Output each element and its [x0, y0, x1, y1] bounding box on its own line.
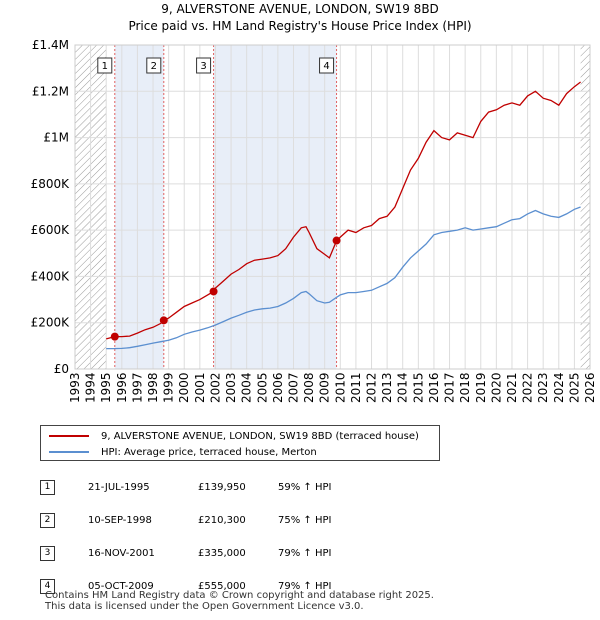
- x-tick-label: 2026: [583, 372, 597, 403]
- sale-point: [209, 287, 218, 296]
- sales-table: 1 21-JUL-1995 £139,950 59% ↑ HPI 2 10-SE…: [40, 471, 331, 603]
- legend-item-hpi: HPI: Average price, terraced house, Mert…: [49, 445, 317, 459]
- footer-copyright: Contains HM Land Registry data © Crown c…: [45, 590, 434, 601]
- x-tick-label: 2015: [411, 372, 425, 403]
- x-tick-label: 2000: [177, 372, 191, 403]
- plot-frame: [74, 44, 591, 370]
- x-tick-label: 1996: [115, 372, 129, 403]
- chart-title: 9, ALVERSTONE AVENUE, LONDON, SW19 8BD: [161, 2, 439, 16]
- x-tick-label: 2006: [271, 372, 285, 403]
- sale-hpi-change: 75% ↑ HPI: [278, 515, 332, 526]
- sale-date: 05-OCT-2009: [88, 581, 154, 592]
- sale-date: 10-SEP-1998: [88, 515, 152, 526]
- footer-licence: This data is licensed under the Open Gov…: [45, 601, 364, 612]
- sale-price: £139,950: [198, 482, 246, 493]
- sale-date: 21-JUL-1995: [88, 482, 150, 493]
- sale-price: £335,000: [198, 548, 246, 559]
- sale-number-badge: 3: [40, 546, 55, 561]
- x-tick-label: 2012: [365, 372, 379, 403]
- sale-point: [332, 236, 341, 245]
- table-row: 4 05-OCT-2009 £555,000 79% ↑ HPI: [40, 570, 331, 603]
- legend-label-property: 9, ALVERSTONE AVENUE, LONDON, SW19 8BD (…: [101, 430, 419, 442]
- x-tick-label: 2020: [489, 372, 503, 403]
- table-row: 2 10-SEP-1998 £210,300 75% ↑ HPI: [40, 504, 331, 537]
- sale-price: £555,000: [198, 581, 246, 592]
- x-tick-label: 2019: [474, 372, 488, 403]
- x-tick-label: 1994: [84, 372, 98, 403]
- x-tick-label: 2023: [536, 372, 550, 403]
- x-tick-label: 2024: [552, 372, 566, 403]
- sale-hpi-change: 79% ↑ HPI: [278, 581, 332, 592]
- sale-date: 16-NOV-2001: [88, 548, 155, 559]
- hpi-line: [106, 206, 581, 350]
- sale-number-label: 2: [151, 61, 157, 72]
- table-row: 1 21-JUL-1995 £139,950 59% ↑ HPI: [40, 471, 331, 504]
- sale-number-label: 1: [102, 61, 108, 72]
- x-tick-label: 2018: [458, 372, 472, 403]
- x-tick-label: 2004: [240, 372, 254, 403]
- sale-number-badge: 4: [40, 579, 55, 594]
- sale-point: [110, 332, 119, 341]
- sale-number-box: [97, 57, 113, 74]
- x-tick-label: 2021: [505, 372, 519, 403]
- x-tick-label: 2025: [567, 372, 581, 403]
- legend-swatch-hpi: [49, 451, 89, 453]
- x-tick-label: 1998: [146, 372, 160, 403]
- y-tick-label: £1.4M: [32, 38, 69, 52]
- sale-number-box: [319, 57, 335, 74]
- table-row: 3 16-NOV-2001 £335,000 79% ↑ HPI: [40, 537, 331, 570]
- ownership-shade: [213, 45, 337, 369]
- legend-item-property: 9, ALVERSTONE AVENUE, LONDON, SW19 8BD (…: [49, 429, 419, 443]
- hatched-region: [580, 45, 590, 369]
- x-tick-label: 1993: [68, 372, 82, 403]
- x-tick-label: 2009: [318, 372, 332, 403]
- x-tick-label: 2013: [380, 372, 394, 403]
- x-tick-label: 2008: [302, 372, 316, 403]
- x-tick-label: 2010: [333, 372, 347, 403]
- legend-label-hpi: HPI: Average price, terraced house, Mert…: [101, 446, 317, 458]
- y-tick-label: £1M: [43, 131, 69, 145]
- sale-price: £210,300: [198, 515, 246, 526]
- y-tick-label: £800K: [31, 177, 71, 191]
- x-tick-label: 2011: [349, 372, 363, 403]
- x-tick-label: 1999: [162, 372, 176, 403]
- x-tick-label: 1995: [99, 372, 113, 403]
- price-chart: 1 2 3 4 £0 £200K £400K £600K £800K £1M £1.2M £1.4M…: [31, 38, 597, 403]
- sale-number-badge: 1: [40, 480, 55, 495]
- x-tick-label: 2014: [396, 372, 410, 403]
- x-tick-label: 2007: [286, 372, 300, 403]
- sale-hpi-change: 59% ↑ HPI: [278, 482, 332, 493]
- property-price-line: [106, 81, 581, 340]
- footer: Contains HM Land Registry data © Crown c…: [45, 590, 434, 612]
- x-tick-label: 2003: [224, 372, 238, 403]
- sale-number-label: 4: [323, 61, 329, 72]
- sale-number-box: [196, 57, 212, 74]
- y-tick-label: £1.2M: [32, 84, 69, 98]
- y-tick-label: £0: [54, 362, 69, 376]
- x-tick-label: 2016: [427, 372, 441, 403]
- x-tick-label: 2001: [193, 372, 207, 403]
- legend-swatch-property: [49, 435, 89, 437]
- y-tick-label: £400K: [31, 269, 71, 283]
- sale-number-label: 3: [200, 61, 206, 72]
- y-tick-label: £200K: [31, 316, 71, 330]
- y-tick-label: £600K: [31, 223, 71, 237]
- x-tick-label: 2017: [443, 372, 457, 403]
- sale-number-box: [146, 57, 162, 74]
- sale-number-badge: 2: [40, 513, 55, 528]
- x-tick-label: 2002: [208, 372, 222, 403]
- ownership-shade: [114, 45, 164, 369]
- x-tick-label: 1997: [130, 372, 144, 403]
- legend: 9, ALVERSTONE AVENUE, LONDON, SW19 8BD (…: [40, 425, 440, 461]
- chart-subtitle: Price paid vs. HM Land Registry's House …: [128, 19, 472, 33]
- sale-hpi-change: 79% ↑ HPI: [278, 548, 332, 559]
- x-tick-label: 2022: [521, 372, 535, 403]
- x-tick-label: 2005: [255, 372, 269, 403]
- sale-point: [159, 316, 168, 325]
